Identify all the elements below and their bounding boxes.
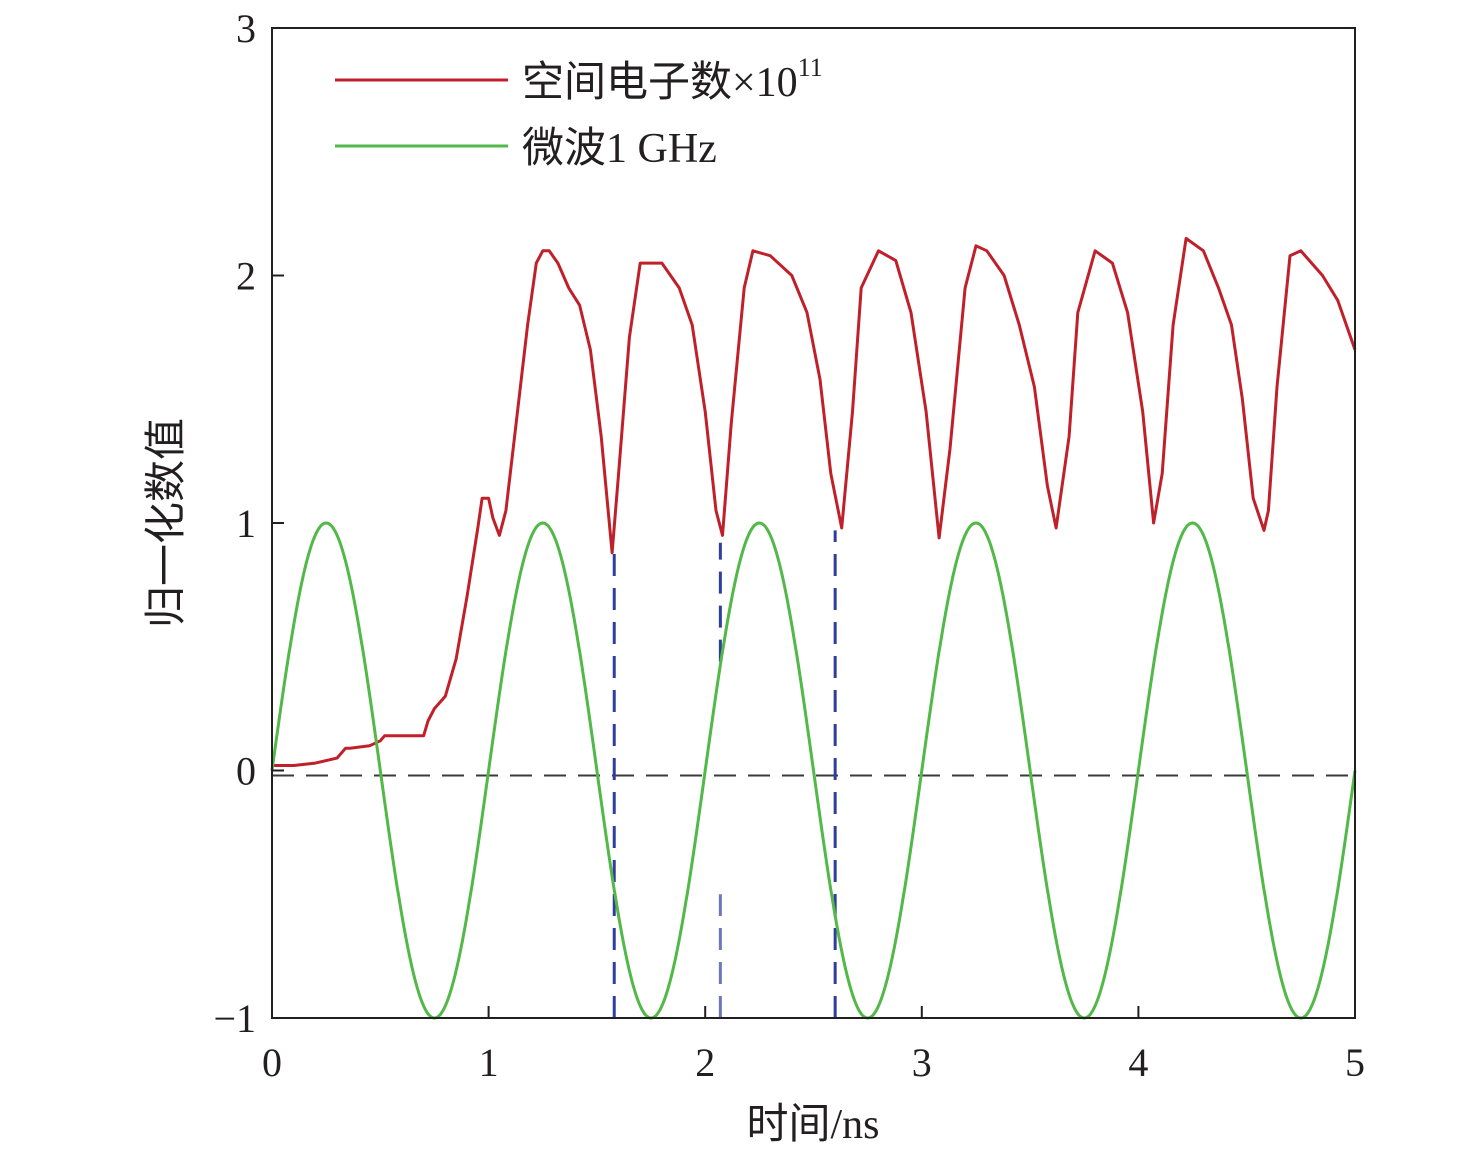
y-axis-title: 归一化数值 [144, 418, 190, 628]
x-tick-label: 3 [912, 1040, 932, 1085]
x-tick-label: 2 [695, 1040, 715, 1085]
reference-lines [272, 530, 1355, 1018]
legend-label-electrons-base: 空间电子数×10 [522, 59, 798, 106]
x-tick-label: 5 [1345, 1040, 1365, 1085]
y-tick-label: −1 [213, 996, 256, 1041]
y-tick-label: 0 [236, 749, 256, 794]
x-tick-label: 1 [479, 1040, 499, 1085]
series-layer [270, 236, 1357, 1020]
series-line-electrons [272, 236, 1357, 767]
y-tick-label: 2 [236, 254, 256, 299]
legend-label-electrons: 空间电子数×1011 [522, 53, 823, 106]
series-line-microwave [270, 521, 1357, 1020]
x-tick-label: 0 [262, 1040, 282, 1085]
legend-label-electrons-exp: 11 [798, 53, 823, 82]
y-tick-label: 3 [236, 6, 256, 51]
legend: 空间电子数×1011 微波1 GHz [335, 53, 823, 172]
x-tick-label: 4 [1128, 1040, 1148, 1085]
y-tick-label: 1 [236, 501, 256, 546]
legend-label-microwave: 微波1 GHz [522, 126, 717, 172]
x-axis-title: 时间/ns [746, 1102, 879, 1148]
